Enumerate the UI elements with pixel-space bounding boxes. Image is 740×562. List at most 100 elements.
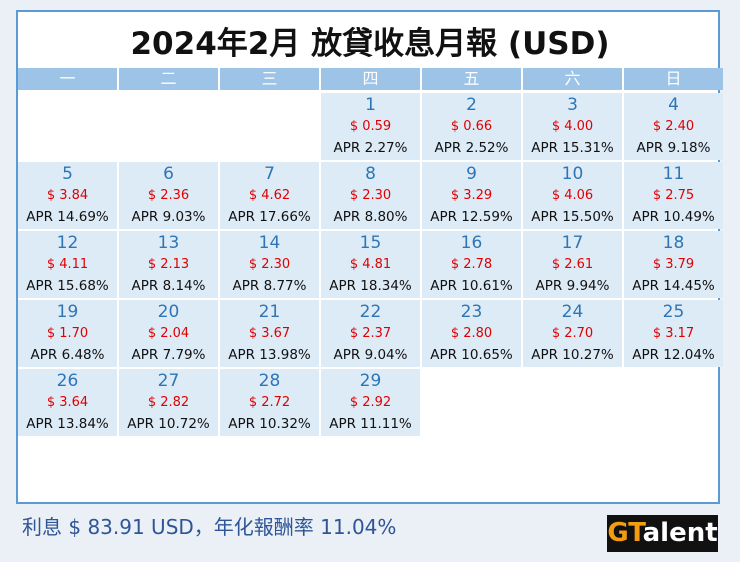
day-cell: 21 $ 3.67 APR 13.98%: [220, 300, 319, 367]
day-number: 4: [668, 95, 679, 115]
day-number: 9: [466, 164, 477, 184]
apr: APR 13.84%: [26, 416, 109, 432]
apr: APR 9.94%: [535, 278, 610, 294]
apr: APR 6.48%: [30, 347, 105, 363]
apr: APR 8.77%: [232, 278, 307, 294]
apr: APR 8.14%: [131, 278, 206, 294]
apr: APR 11.11%: [329, 416, 412, 432]
apr: APR 8.80%: [333, 209, 408, 225]
day-cell: 29 $ 2.92 APR 11.11%: [321, 369, 420, 436]
day-number: 13: [157, 233, 180, 253]
summary: 利息 $ 83.91 USD，年化報酬率 11.04%: [22, 515, 397, 539]
apr: APR 14.45%: [632, 278, 715, 294]
weekday-header: 一: [18, 68, 117, 90]
day-number: 24: [561, 302, 584, 322]
day-cell: 7 $ 4.62 APR 17.66%: [220, 162, 319, 229]
interest-amount: $ 3.79: [652, 257, 695, 272]
day-cell: 19 $ 1.70 APR 6.48%: [18, 300, 117, 367]
day-number: 27: [157, 371, 180, 391]
interest-amount: $ 2.75: [652, 188, 695, 203]
apr: APR 10.72%: [127, 416, 210, 432]
day-number: 15: [359, 233, 382, 253]
apr: APR 10.27%: [531, 347, 614, 363]
day-cell: 23 $ 2.80 APR 10.65%: [422, 300, 521, 367]
interest-amount: $ 2.80: [450, 326, 493, 341]
day-cell: 11 $ 2.75 APR 10.49%: [624, 162, 723, 229]
day-cell: 28 $ 2.72 APR 10.32%: [220, 369, 319, 436]
weekday-header: 六: [523, 68, 622, 90]
day-cell: 20 $ 2.04 APR 7.79%: [119, 300, 218, 367]
day-number: 21: [258, 302, 281, 322]
apr: APR 12.59%: [430, 209, 513, 225]
apr: APR 15.31%: [531, 140, 614, 156]
day-cell: 4 $ 2.40 APR 9.18%: [624, 93, 723, 160]
day-number: 23: [460, 302, 483, 322]
apr: APR 13.98%: [228, 347, 311, 363]
day-cell: 22 $ 2.37 APR 9.04%: [321, 300, 420, 367]
interest-amount: $ 4.81: [349, 257, 392, 272]
day-number: 3: [567, 95, 578, 115]
interest-amount: $ 3.67: [248, 326, 291, 341]
interest-amount: $ 2.92: [349, 395, 392, 410]
weekday-header: 四: [321, 68, 420, 90]
interest-amount: $ 2.36: [147, 188, 190, 203]
day-number: 28: [258, 371, 281, 391]
day-cell: 2 $ 0.66 APR 2.52%: [422, 93, 521, 160]
interest-amount: $ 4.06: [551, 188, 594, 203]
day-cell: 13 $ 2.13 APR 8.14%: [119, 231, 218, 298]
day-cell: 6 $ 2.36 APR 9.03%: [119, 162, 218, 229]
day-cell: 12 $ 4.11 APR 15.68%: [18, 231, 117, 298]
day-number: 29: [359, 371, 382, 391]
apr: APR 18.34%: [329, 278, 412, 294]
interest-amount: $ 3.29: [450, 188, 493, 203]
day-number: 6: [163, 164, 174, 184]
apr: APR 12.04%: [632, 347, 715, 363]
apr: APR 9.03%: [131, 209, 206, 225]
day-number: 16: [460, 233, 483, 253]
day-cell: 3 $ 4.00 APR 15.31%: [523, 93, 622, 160]
day-number: 10: [561, 164, 584, 184]
weekday-header: 五: [422, 68, 521, 90]
interest-amount: $ 2.40: [652, 119, 695, 134]
day-number: 5: [62, 164, 73, 184]
title: 2024年2月 放貸收息月報 (USD): [130, 26, 610, 62]
apr: APR 14.69%: [26, 209, 109, 225]
logo-part: alent: [642, 518, 718, 548]
interest-amount: $ 2.13: [147, 257, 190, 272]
day-number: 22: [359, 302, 382, 322]
apr: APR 2.27%: [333, 140, 408, 156]
day-cell: 16 $ 2.78 APR 10.61%: [422, 231, 521, 298]
day-number: 26: [56, 371, 79, 391]
day-cell: 5 $ 3.84 APR 14.69%: [18, 162, 117, 229]
interest-amount: $ 3.64: [46, 395, 89, 410]
logo: GTalent: [607, 515, 718, 552]
interest-amount: $ 3.17: [652, 326, 695, 341]
day-number: 1: [365, 95, 376, 115]
day-cell: 10 $ 4.06 APR 15.50%: [523, 162, 622, 229]
logo-part: GT: [607, 518, 643, 548]
apr: APR 17.66%: [228, 209, 311, 225]
interest-amount: $ 4.00: [551, 119, 594, 134]
interest-amount: $ 4.62: [248, 188, 291, 203]
day-cell: 9 $ 3.29 APR 12.59%: [422, 162, 521, 229]
interest-amount: $ 0.59: [349, 119, 392, 134]
day-cell: 18 $ 3.79 APR 14.45%: [624, 231, 723, 298]
apr: APR 15.68%: [26, 278, 109, 294]
day-number: 2: [466, 95, 477, 115]
interest-amount: $ 2.72: [248, 395, 291, 410]
interest-amount: $ 2.30: [349, 188, 392, 203]
apr: APR 9.18%: [636, 140, 711, 156]
day-cell: 24 $ 2.70 APR 10.27%: [523, 300, 622, 367]
day-cell: 27 $ 2.82 APR 10.72%: [119, 369, 218, 436]
day-number: 18: [662, 233, 685, 253]
day-cell: 1 $ 0.59 APR 2.27%: [321, 93, 420, 160]
weekday-header: 二: [119, 68, 218, 90]
day-number: 25: [662, 302, 685, 322]
interest-amount: $ 2.04: [147, 326, 190, 341]
day-number: 8: [365, 164, 376, 184]
day-cell: 15 $ 4.81 APR 18.34%: [321, 231, 420, 298]
apr: APR 7.79%: [131, 347, 206, 363]
interest-amount: $ 3.84: [46, 188, 89, 203]
interest-amount: $ 2.37: [349, 326, 392, 341]
